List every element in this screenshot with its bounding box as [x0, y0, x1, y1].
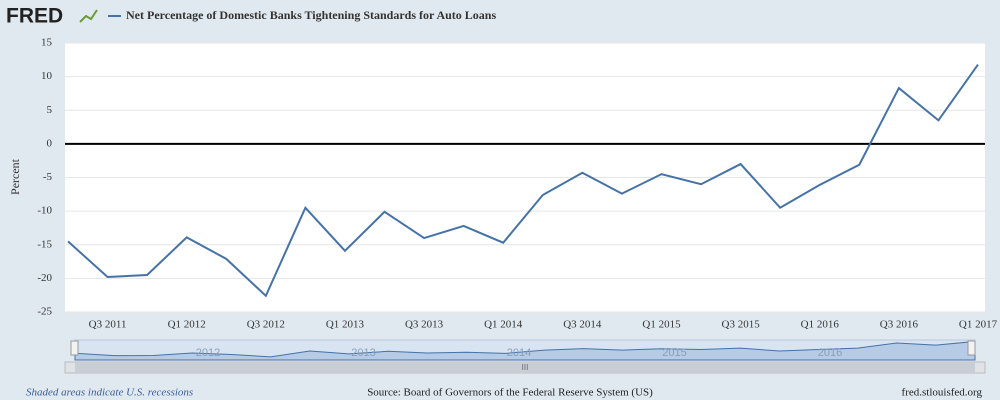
- x-tick-label: Q3 2016: [880, 319, 919, 331]
- site: fred.stlouisfed.org: [902, 387, 983, 399]
- x-tick-label: Q3 2015: [722, 319, 761, 331]
- x-tick-label: Q3 2013: [405, 319, 444, 331]
- y-tick-label: -5: [43, 171, 53, 183]
- y-tick-label: 10: [41, 70, 53, 82]
- x-tick-label: Q1 2016: [801, 319, 840, 331]
- navigator-label: 2014: [507, 347, 531, 359]
- y-axis-label: Percent: [8, 158, 22, 195]
- navigator-handle[interactable]: [967, 340, 976, 356]
- x-tick-label: Q1 2013: [326, 319, 365, 331]
- scrollbar-grip: III: [522, 363, 529, 372]
- x-tick-label: Q3 2011: [89, 319, 127, 331]
- logo-icon: [79, 9, 98, 23]
- navigator-area: [74, 340, 976, 361]
- x-tick-label: Q1 2014: [484, 319, 523, 331]
- x-tick-label: Q3 2014: [563, 319, 602, 331]
- recession-note: Shaded areas indicate U.S. recessions: [26, 387, 193, 399]
- legend-title: Net Percentage of Domestic Banks Tighten…: [126, 8, 496, 22]
- y-tick-label: -15: [37, 238, 52, 250]
- source: Source: Board of Governors of the Federa…: [367, 387, 653, 399]
- y-tick-label: 15: [41, 37, 53, 49]
- y-tick-label: -20: [37, 272, 52, 284]
- scrollbar-thumb[interactable]: [75, 362, 975, 373]
- y-tick-label: 0: [47, 137, 53, 149]
- x-tick-label: Q3 2012: [247, 319, 285, 331]
- series-line: [67, 63, 979, 298]
- x-tick-label: Q1 2015: [642, 319, 681, 331]
- x-tick-label: Q1 2012: [168, 319, 206, 331]
- logo: FRED: [6, 5, 63, 28]
- y-tick-label: 5: [47, 104, 53, 116]
- navigator-label: 2015: [662, 347, 686, 359]
- navigator-handle[interactable]: [70, 340, 79, 356]
- x-tick-label: Q1 2017: [959, 319, 998, 331]
- navigator-label: 2016: [818, 347, 842, 359]
- navigator-label: 2012: [196, 347, 220, 359]
- y-tick-label: -10: [37, 205, 52, 217]
- navigator-label: 2013: [351, 347, 375, 359]
- y-tick-label: -25: [37, 306, 52, 318]
